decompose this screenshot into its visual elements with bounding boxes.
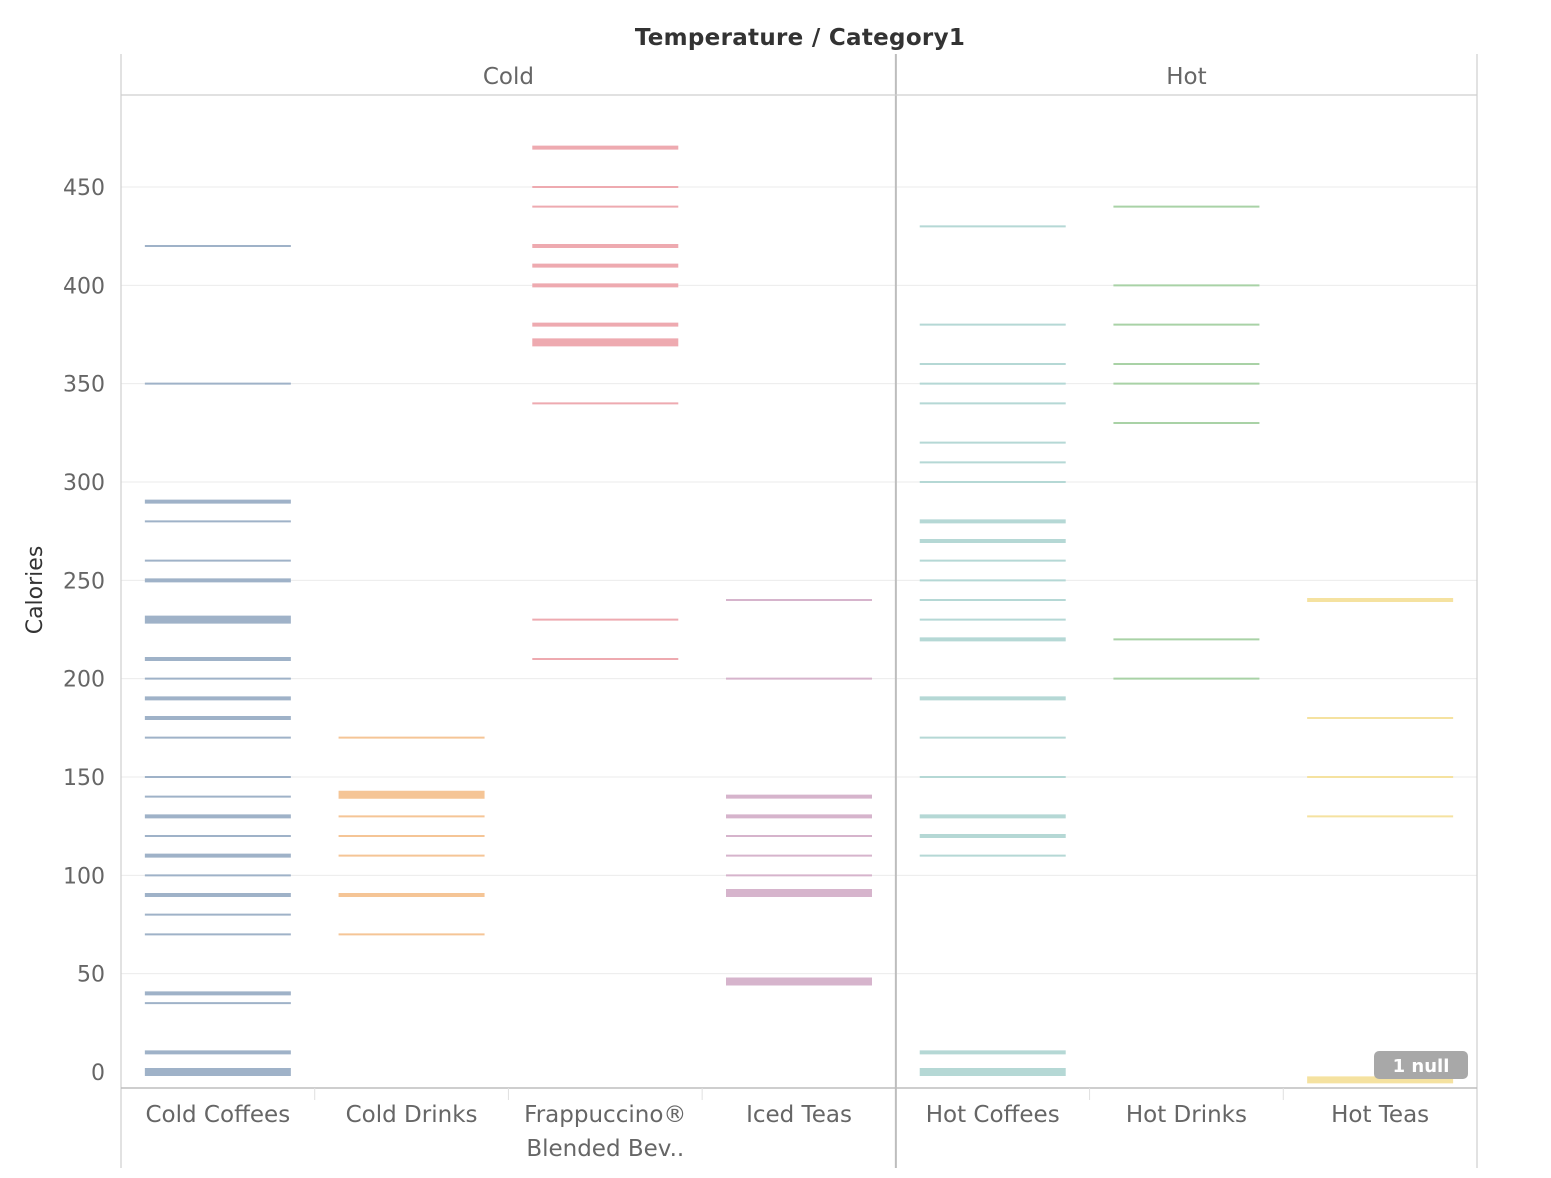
y-tick-label: 300 (63, 471, 105, 496)
y-tick-label: 100 (63, 864, 105, 889)
y-tick-label: 350 (63, 373, 105, 398)
group-header-hot: Hot (1166, 64, 1206, 90)
category-label: Cold Coffees (146, 1102, 291, 1128)
y-tick-label: 50 (77, 963, 105, 988)
y-tick-label: 150 (63, 766, 105, 791)
null-indicator-text: 1 null (1393, 1056, 1450, 1077)
group-header-cold: Cold (483, 64, 534, 90)
category-label: Hot Coffees (926, 1102, 1060, 1128)
y-tick-label: 250 (63, 569, 105, 594)
y-tick-label: 200 (63, 668, 105, 693)
chart-title: Temperature / Category1 (635, 25, 965, 51)
chart-labels: Temperature / Category1 Calories 0 50 100 1… (23, 25, 1429, 1162)
null-indicator-badge[interactable] (1374, 1051, 1468, 1079)
null-indicator[interactable]: 1 null (1374, 1051, 1468, 1079)
y-tick-label: 400 (63, 274, 105, 299)
category-label: Blended Bev.. (526, 1136, 684, 1162)
gridlines (121, 186, 1477, 975)
y-axis-label: Calories (23, 546, 48, 635)
chart-frame (120, 54, 1478, 1168)
y-tick-label: 450 (63, 176, 105, 201)
category-label: Hot Teas (1331, 1102, 1429, 1128)
category-label: Frappuccino® (524, 1102, 686, 1128)
category-label: Cold Drinks (346, 1102, 478, 1128)
category-label: Hot Drinks (1126, 1102, 1247, 1128)
category-label: Iced Teas (746, 1102, 852, 1128)
y-tick-label: 0 (91, 1061, 105, 1086)
chart-marks (144, 145, 1454, 1084)
